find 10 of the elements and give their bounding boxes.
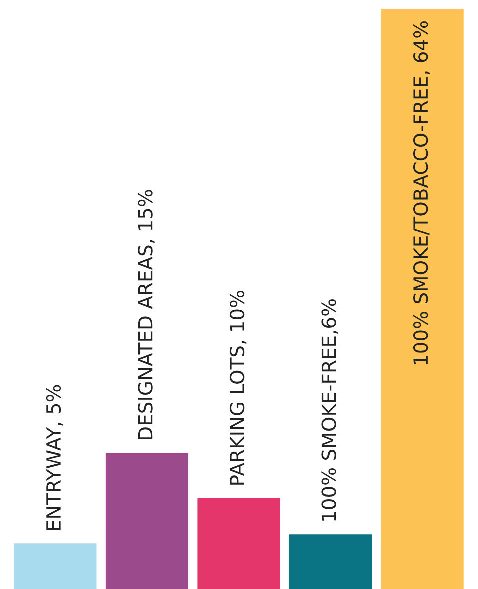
bar <box>381 8 464 589</box>
data-label: 100% SMOKE/TOBACCO-FREE, 64% <box>413 22 430 364</box>
data-label: ENTRYWAY, 5% <box>46 385 64 530</box>
bar <box>14 544 97 589</box>
bar <box>106 453 189 589</box>
bar <box>198 498 280 589</box>
bar <box>289 534 372 589</box>
data-label: PARKING LOTS, 10% <box>230 291 247 485</box>
data-label: 100% SMOKE-FREE,6% <box>322 300 338 521</box>
data-label: DESIGNATED AREAS, 15% <box>138 190 155 440</box>
